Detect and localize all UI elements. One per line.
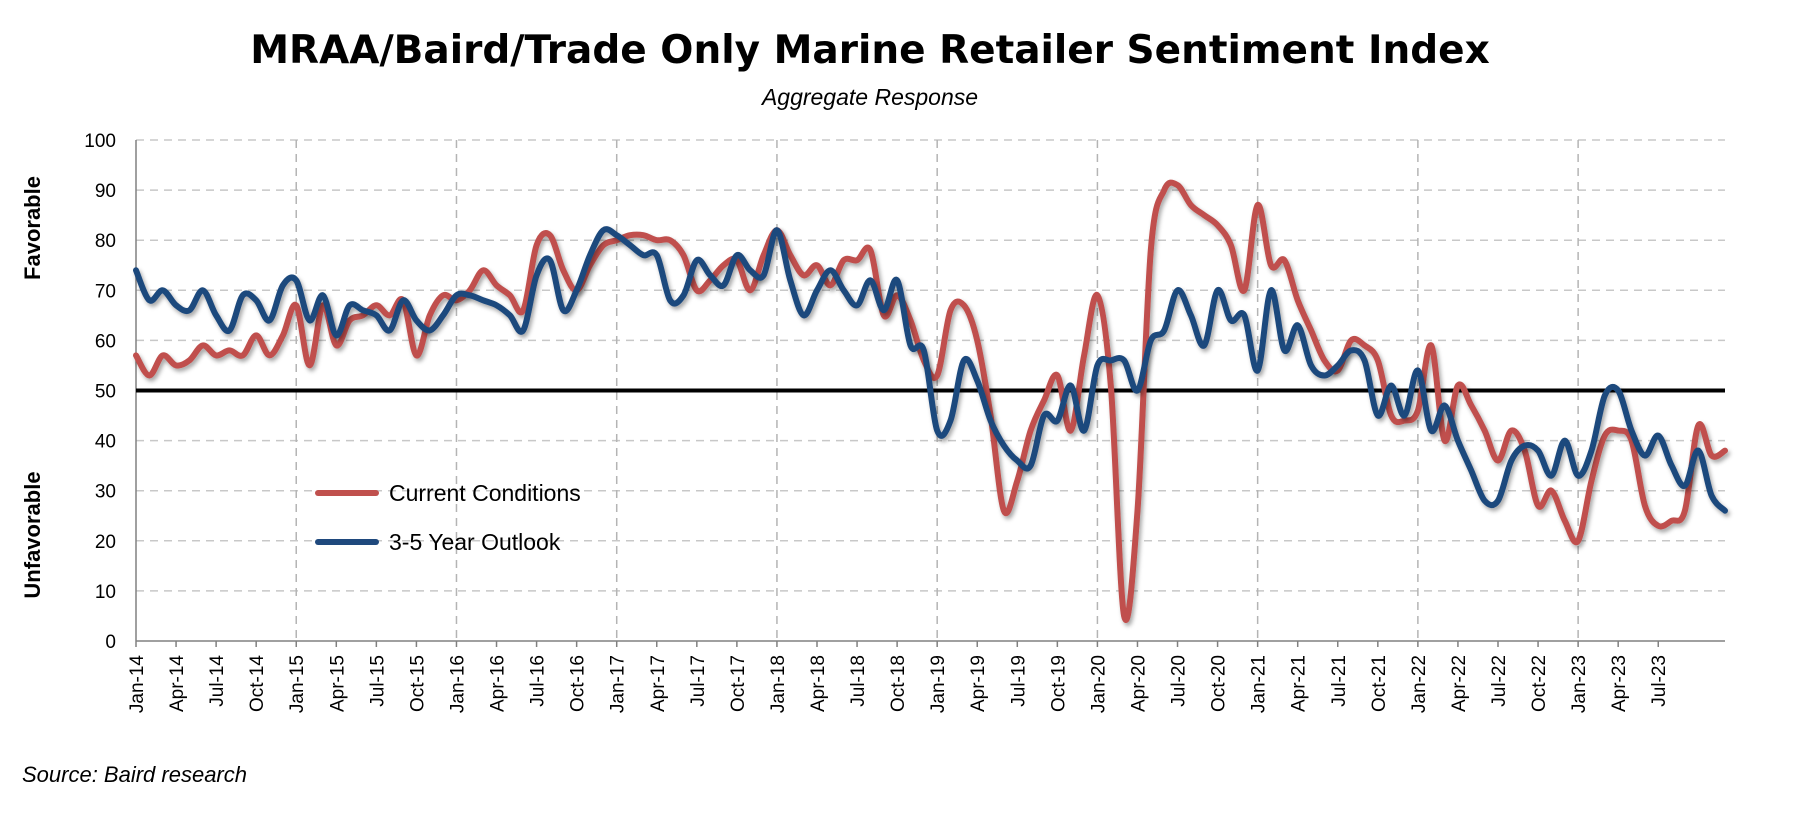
x-tick-label: Jul-14: [207, 655, 228, 707]
x-tick-label: Apr-20: [1128, 655, 1149, 712]
y-tick-label: 50: [95, 382, 116, 403]
y-tick-label: 20: [95, 532, 116, 553]
x-tick-label: Oct-17: [728, 655, 749, 712]
x-tick-label: Jan-19: [928, 655, 949, 713]
source-note: Source: Baird research: [22, 762, 247, 787]
x-tick-label: Apr-15: [327, 655, 348, 712]
y-tick-label: 30: [95, 482, 116, 503]
x-tick-label: Jan-23: [1569, 655, 1590, 713]
y-tick-label: 60: [95, 331, 116, 352]
x-tick-label: Apr-16: [488, 655, 509, 712]
legend-label-outlook: 3-5 Year Outlook: [389, 529, 561, 555]
x-tick-label: Jan-18: [768, 655, 789, 713]
y-tick-label: 70: [95, 281, 116, 302]
x-tick-label: Apr-21: [1289, 655, 1310, 712]
x-tick-label: Apr-23: [1609, 655, 1630, 712]
x-tick-label: Oct-15: [407, 655, 428, 712]
x-tick-label: Jan-14: [127, 655, 148, 714]
x-tick-label: Apr-17: [648, 655, 669, 712]
x-tick-label: Oct-18: [888, 655, 909, 712]
x-tick-label: Jul-15: [367, 655, 388, 707]
chart-subtitle: Aggregate Response: [761, 84, 979, 110]
x-axis-ticks: Jan-14 Apr-14 Jul-14 Oct-14 Jan-15 Apr-15 Jul-…: [127, 641, 1670, 713]
x-tick-label: Oct-20: [1209, 655, 1230, 712]
x-tick-label: Jul-18: [848, 655, 869, 707]
x-tick-label: Oct-22: [1529, 655, 1550, 712]
y-label-unfavorable: Unfavorable: [20, 471, 45, 598]
x-tick-label: Jan-16: [447, 655, 468, 713]
x-tick-label: Jul-17: [688, 655, 709, 707]
y-tick-label: 40: [95, 432, 116, 453]
y-tick-label: 90: [95, 181, 116, 202]
x-tick-label: Jul-16: [528, 655, 549, 707]
x-tick-label: Jan-21: [1249, 655, 1270, 713]
y-tick-label: 0: [105, 632, 116, 653]
x-tick-label: Jan-20: [1088, 655, 1109, 713]
legend-label-current-conditions: Current Conditions: [389, 480, 581, 506]
x-tick-label: Apr-14: [167, 655, 188, 712]
x-tick-label: Apr-18: [808, 655, 829, 712]
x-tick-label: Jan-17: [608, 655, 629, 713]
legend: Current Conditions 3-5 Year Outlook: [315, 480, 581, 555]
x-tick-label: Oct-19: [1048, 655, 1069, 712]
x-tick-label: Oct-16: [568, 655, 589, 712]
series-3-5-year-outlook: [133, 226, 1728, 514]
x-tick-label: Apr-19: [968, 655, 989, 712]
y-tick-label: 10: [95, 582, 116, 603]
x-tick-label: Jan-15: [287, 655, 308, 713]
x-tick-label: Jul-20: [1169, 655, 1190, 707]
x-tick-label: Oct-14: [247, 655, 268, 712]
series-current-conditions: [133, 179, 1728, 623]
y-axis-ticks: 0 10 20 30 40 50 60 70 80 90 100: [84, 131, 116, 653]
x-tick-label: Jan-22: [1409, 655, 1430, 713]
x-tick-label: Jul-19: [1008, 655, 1029, 707]
x-tick-label: Oct-21: [1369, 655, 1390, 712]
x-tick-label: Apr-22: [1449, 655, 1470, 712]
series-lines: [133, 179, 1728, 623]
x-tick-label: Jul-23: [1649, 655, 1670, 707]
x-tick-label: Jul-22: [1489, 655, 1510, 707]
y-tick-label: 80: [95, 231, 116, 252]
y-tick-label: 100: [84, 131, 116, 152]
y-label-favorable: Favorable: [20, 176, 45, 280]
x-tick-label: Jul-21: [1329, 655, 1350, 707]
chart-title: MRAA/Baird/Trade Only Marine Retailer Se…: [250, 28, 1490, 73]
